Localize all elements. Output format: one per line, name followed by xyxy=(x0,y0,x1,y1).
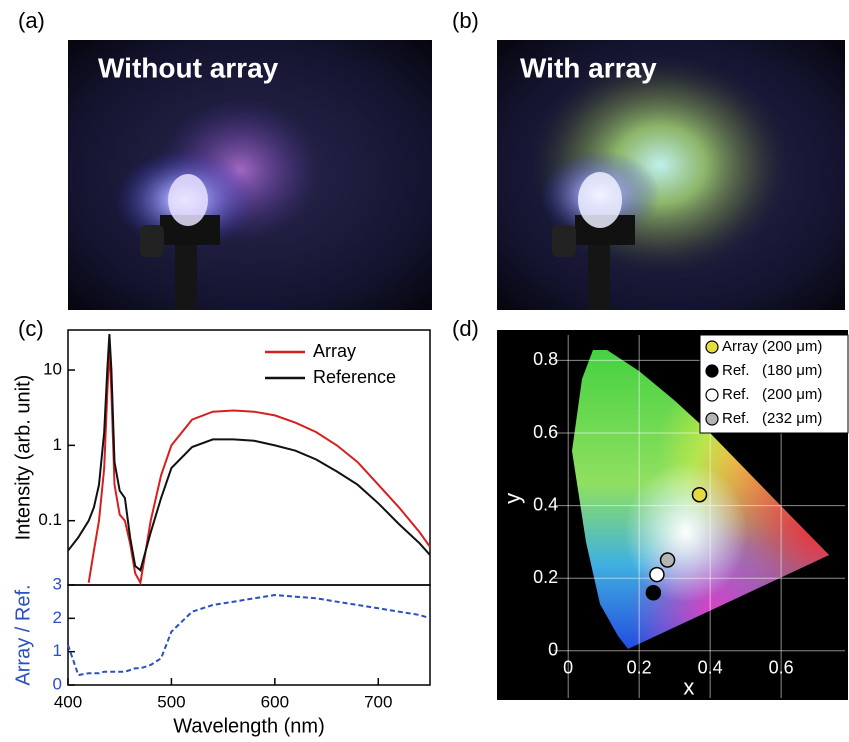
y-tick-label: 10 xyxy=(43,360,62,379)
y-tick-label: 0.8 xyxy=(533,349,558,369)
legend-label: Ref. (200 μm) xyxy=(722,386,822,403)
x-tick-label: 400 xyxy=(54,692,82,711)
y-axis-label: y xyxy=(500,493,525,504)
y-tick-label: 1 xyxy=(53,641,62,660)
y-tick-label: 0.4 xyxy=(533,494,558,514)
x-tick-label: 500 xyxy=(157,692,185,711)
legend-label: Array xyxy=(313,341,356,361)
top-layer: 0 0.2 0.4 0.6 0 0.2 0.4 0.6 0.8 x y Array (200 μm) R… xyxy=(500,338,823,700)
y-tick-label: 0.6 xyxy=(533,422,558,442)
x-axis-label: x xyxy=(683,675,694,700)
y-tick-label: 0 xyxy=(548,640,558,660)
x-tick-label: 0 xyxy=(563,658,573,678)
legend-swatch xyxy=(705,340,719,354)
photo-a xyxy=(68,40,432,310)
y-axis-label: Intensity (arb. unit) xyxy=(12,375,34,541)
x-tick-label: 0.4 xyxy=(698,658,723,678)
point xyxy=(659,552,676,568)
y-tick-label: 2 xyxy=(53,608,62,627)
legend-label: Ref. (232 μm) xyxy=(722,410,822,427)
point xyxy=(649,566,665,583)
photo-caption: With array xyxy=(520,52,657,83)
panel-label: (d) xyxy=(452,316,479,341)
photo-caption: Without array xyxy=(98,52,279,83)
y-tick-label: 0.1 xyxy=(38,510,62,529)
panel-label: (c) xyxy=(18,316,44,341)
point xyxy=(645,584,662,601)
x-axis-label: Wavelength (nm) xyxy=(173,715,325,737)
legend-swatch xyxy=(705,364,719,378)
photo-b xyxy=(497,40,845,310)
legend-swatch xyxy=(705,412,719,426)
legend-label: Ref. (180 μm) xyxy=(722,362,822,379)
legend-box xyxy=(699,334,849,434)
x-tick-label: 0.2 xyxy=(627,658,652,678)
point xyxy=(691,486,708,503)
y-tick-label: 0 xyxy=(53,674,62,693)
plot-frame xyxy=(67,584,431,686)
y-tick-label: 0.2 xyxy=(533,567,558,587)
x-tick-label: 700 xyxy=(364,692,392,711)
series-line xyxy=(67,593,431,677)
y-tick-label: 1 xyxy=(53,435,62,454)
panel-label: (a) xyxy=(18,8,45,33)
series-line xyxy=(67,334,431,572)
legend-label: Array (200 μm) xyxy=(722,338,822,355)
y-axis-label: Array / Ref. xyxy=(12,584,34,685)
y-tick-label: 3 xyxy=(53,574,62,593)
x-tick-label: 0.6 xyxy=(769,658,794,678)
x-tick-label: 600 xyxy=(261,692,289,711)
legend-swatch xyxy=(705,388,719,402)
legend-label: Reference xyxy=(313,367,396,387)
panel-label: (b) xyxy=(452,8,479,33)
